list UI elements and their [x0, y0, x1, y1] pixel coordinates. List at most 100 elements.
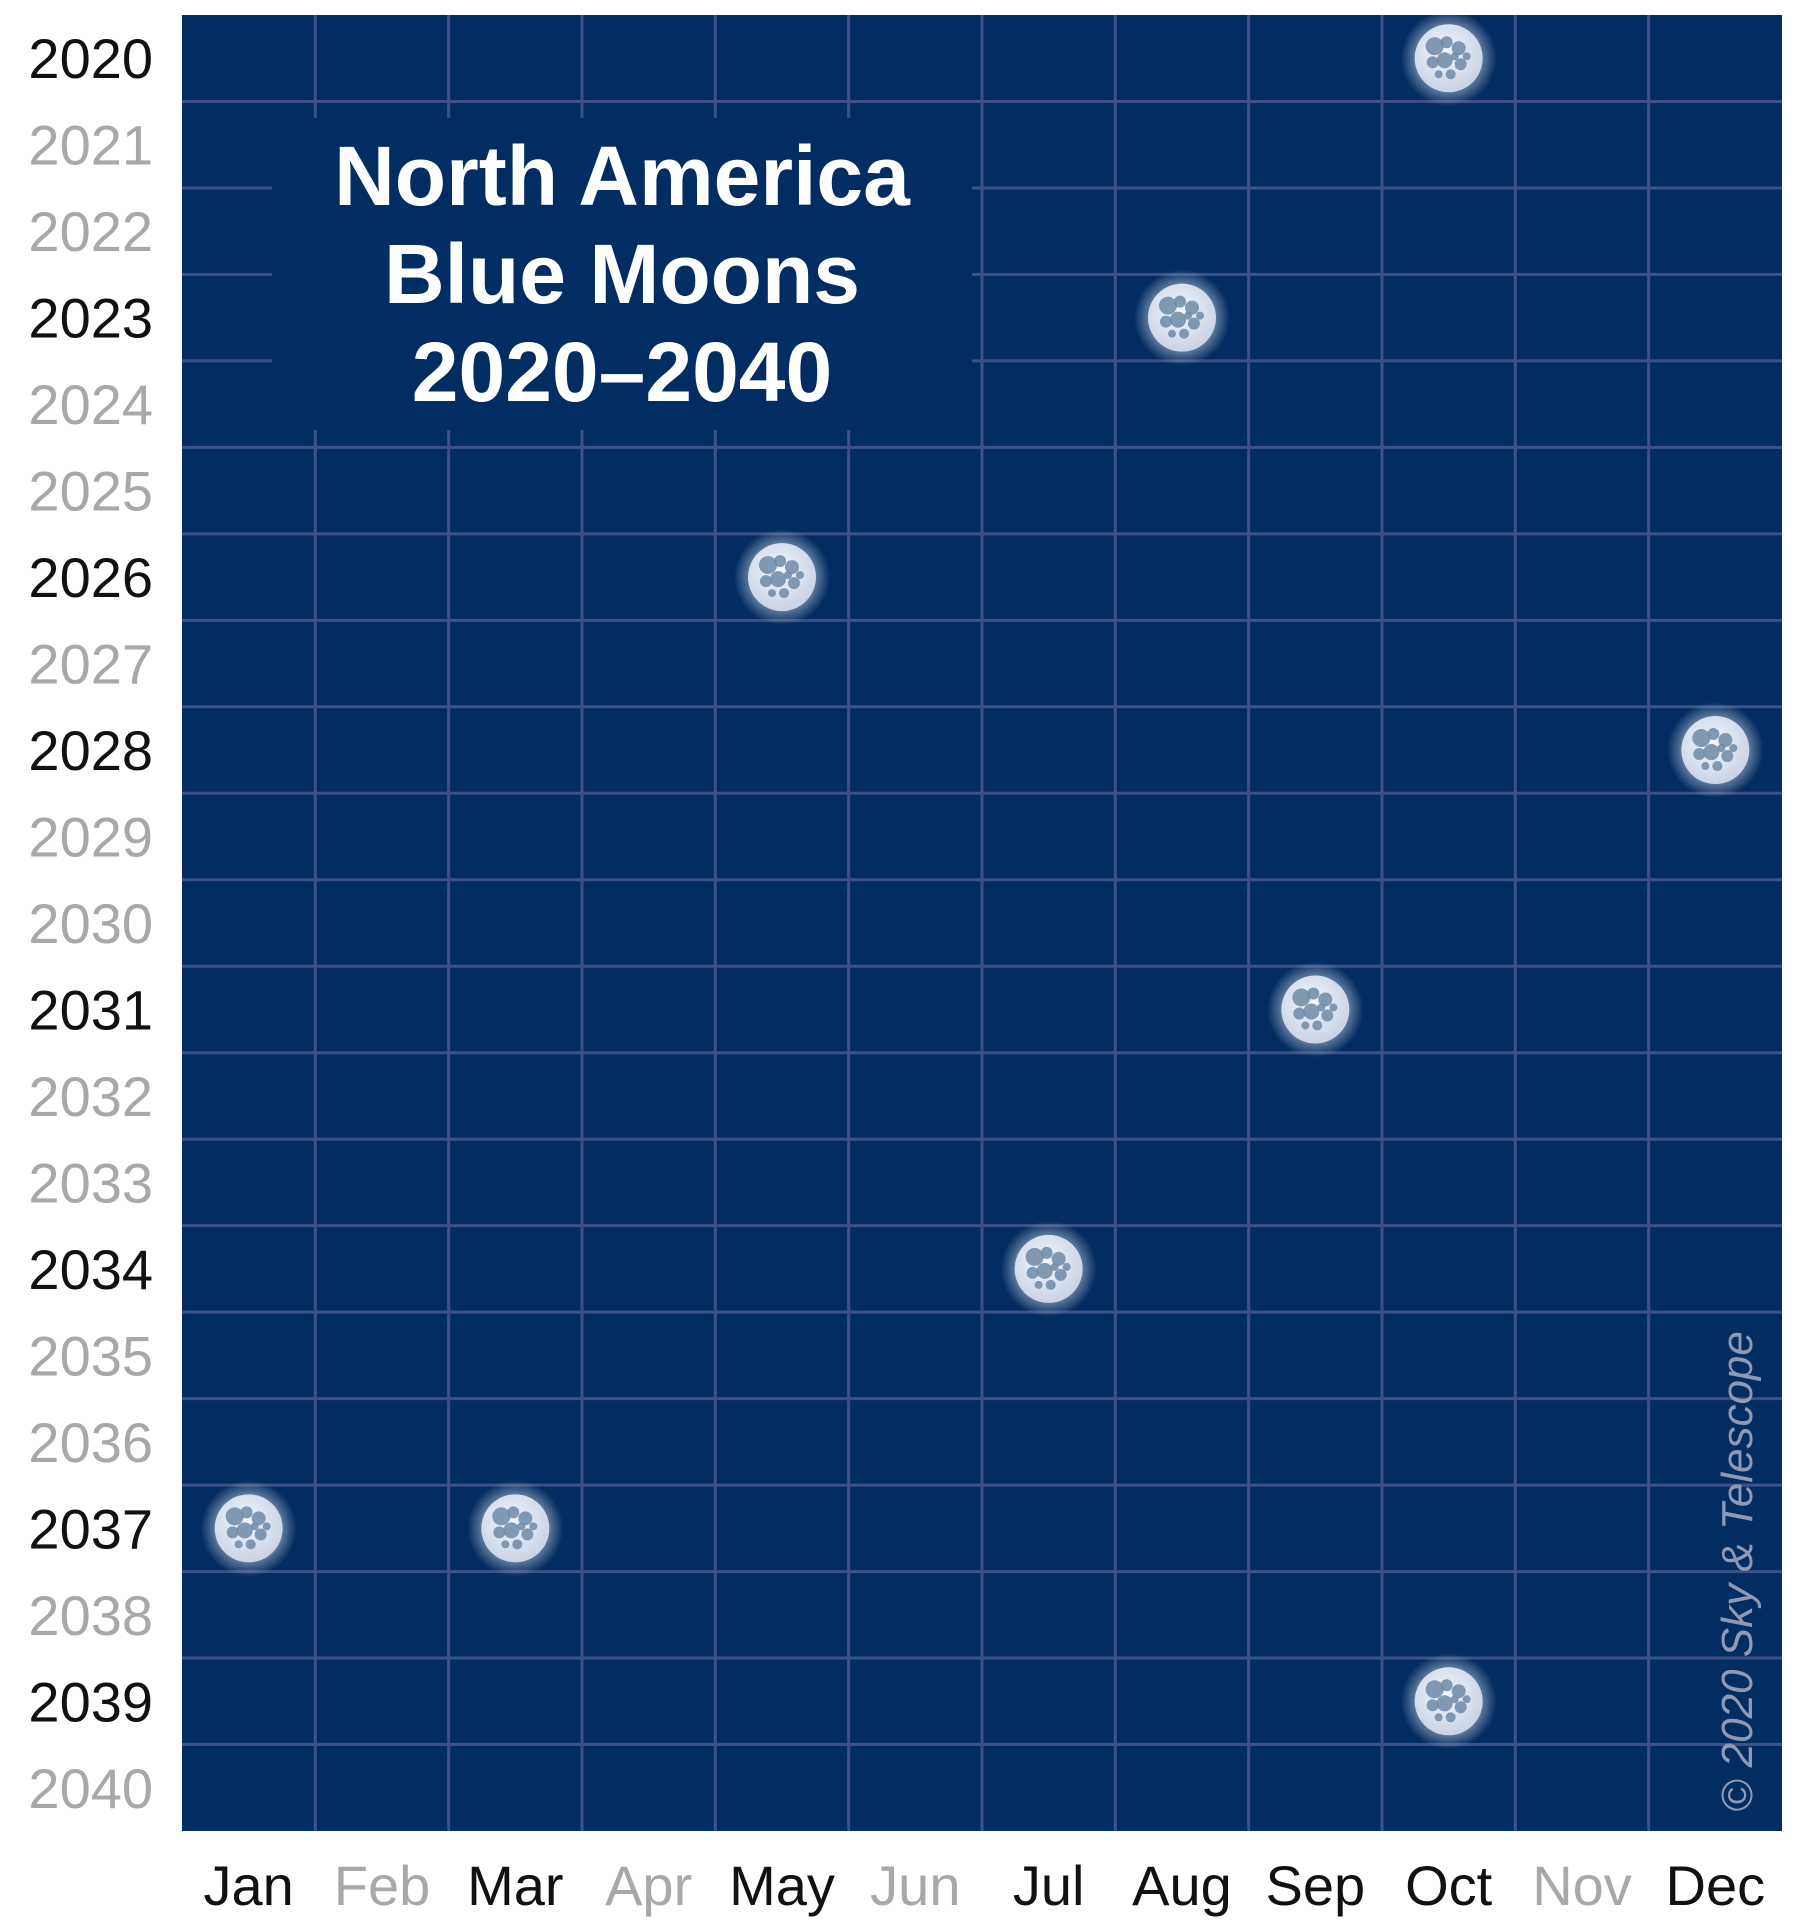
- moon-crater: [1184, 311, 1192, 320]
- month-label-jun: Jun: [870, 1854, 960, 1917]
- moon-crater: [1034, 1280, 1043, 1289]
- moon-crater: [517, 1522, 526, 1531]
- x-axis-month-labels: Jan Feb Mar Apr May Jun Jul Aug Sep Oct Nov Dec: [204, 1854, 1766, 1917]
- moon-crater: [1692, 729, 1711, 748]
- year-label-2020: 2020: [28, 27, 153, 90]
- moon-crater: [493, 1526, 506, 1539]
- month-label-jul: Jul: [1013, 1854, 1085, 1917]
- year-label-2036: 2036: [28, 1411, 153, 1474]
- moon-crater: [236, 1522, 253, 1539]
- blue-moon-sep-2031: [1267, 961, 1364, 1058]
- moon-crater: [1718, 733, 1733, 748]
- year-label-2038: 2038: [28, 1584, 153, 1647]
- moon-crater: [779, 588, 789, 599]
- year-label-2037: 2037: [28, 1497, 153, 1560]
- moon-crater: [1329, 1003, 1338, 1012]
- year-label-2034: 2034: [28, 1238, 153, 1301]
- moon-crater: [788, 577, 800, 590]
- moon-crater: [492, 1507, 511, 1526]
- moon-crater: [1054, 1268, 1067, 1281]
- moon-crater: [768, 589, 776, 598]
- month-label-sep: Sep: [1266, 1854, 1366, 1917]
- moon-crater: [240, 1506, 253, 1519]
- moon-crater: [1425, 37, 1444, 56]
- chart-title-line-3: 2020–2040: [412, 325, 832, 419]
- moon-crater: [1693, 748, 1706, 761]
- month-label-may: May: [729, 1854, 835, 1917]
- month-label-nov: Nov: [1532, 1854, 1632, 1917]
- year-label-2032: 2032: [28, 1065, 153, 1128]
- moon-crater: [1729, 744, 1738, 753]
- blue-moon-may-2026: [734, 529, 830, 626]
- moon-crater: [1307, 987, 1320, 1000]
- moon-crater: [784, 571, 792, 580]
- moon-crater: [234, 1540, 243, 1549]
- month-label-mar: Mar: [467, 1854, 563, 1917]
- year-label-2028: 2028: [28, 719, 153, 782]
- year-label-2024: 2024: [28, 373, 153, 436]
- moon-crater: [1292, 988, 1311, 1007]
- moon-crater: [1451, 1684, 1466, 1699]
- blue-moon-jul-2034: [1000, 1220, 1097, 1317]
- moon-crater: [1301, 1021, 1310, 1030]
- moon-crater: [1196, 311, 1204, 320]
- moon-crater: [1450, 52, 1459, 61]
- moon-crater: [507, 1506, 520, 1519]
- month-label-apr: Apr: [605, 1854, 692, 1917]
- moon-crater: [225, 1507, 244, 1526]
- moon-crater: [1185, 300, 1199, 315]
- moon-crater: [759, 556, 777, 575]
- month-label-aug: Aug: [1132, 1854, 1232, 1917]
- chart-title-line-2: Blue Moons: [384, 227, 860, 321]
- moon-crater: [1454, 1701, 1467, 1714]
- year-label-2030: 2030: [28, 892, 153, 955]
- blue-moon-markers: [200, 10, 1764, 1750]
- moon-crater: [1717, 744, 1726, 753]
- month-label-jan: Jan: [204, 1854, 294, 1917]
- blue-moon-jan-2037: [200, 1480, 297, 1577]
- moon-crater: [1160, 315, 1172, 328]
- moon-crater: [774, 555, 786, 568]
- year-label-2035: 2035: [28, 1324, 153, 1387]
- moon-crater: [1179, 328, 1189, 339]
- moon-crater: [1450, 1695, 1459, 1704]
- moon-crater: [1462, 1695, 1471, 1704]
- moon-crater: [1159, 296, 1177, 315]
- moon-crater: [529, 1522, 538, 1531]
- moon-crater: [1293, 1007, 1306, 1020]
- moon-crater: [226, 1526, 239, 1539]
- blue-moon-oct-2039: [1400, 1653, 1497, 1750]
- moon-crater: [1701, 762, 1710, 771]
- blue-moon-mar-2037: [467, 1480, 564, 1577]
- moon-crater: [1440, 1679, 1453, 1692]
- month-label-oct: Oct: [1405, 1854, 1493, 1917]
- year-label-2029: 2029: [28, 806, 153, 869]
- moon-crater: [1303, 1003, 1320, 1020]
- moon-crater: [1025, 1247, 1044, 1266]
- moon-crater: [1170, 311, 1186, 328]
- moon-crater: [1168, 329, 1176, 338]
- moon-crater: [1440, 36, 1453, 49]
- moon-crater: [1434, 70, 1443, 79]
- y-axis-year-labels: 2020 2021 2022 2023 2024 2025 2026 2027 2028 2029…: [28, 27, 153, 1820]
- moon-crater: [1445, 69, 1456, 80]
- chart-title-background: [272, 118, 972, 430]
- moon-crater: [1703, 744, 1720, 761]
- moon-crater: [760, 575, 772, 588]
- moon-crater: [501, 1540, 510, 1549]
- moon-crater: [1451, 41, 1466, 56]
- moon-crater: [1426, 1699, 1439, 1712]
- moon-crater: [251, 1511, 266, 1526]
- moon-crater: [1026, 1266, 1039, 1279]
- moon-crater: [1062, 1262, 1071, 1271]
- moon-crater: [1045, 1279, 1056, 1290]
- moon-crater: [1434, 1713, 1443, 1722]
- moon-crater: [1712, 761, 1723, 772]
- moon-crater: [796, 571, 804, 580]
- moon-crater: [1321, 1009, 1334, 1022]
- moon-crater: [503, 1522, 520, 1539]
- moon-crater: [1454, 58, 1467, 71]
- year-label-2040: 2040: [28, 1757, 153, 1820]
- moon-crater: [1436, 52, 1453, 69]
